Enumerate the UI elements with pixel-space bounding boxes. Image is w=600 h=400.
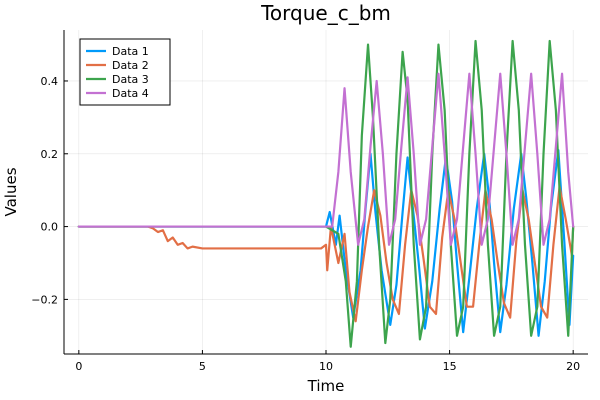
series-line-3 — [77, 39, 575, 348]
series-line-4 — [77, 72, 575, 246]
chart-title: Torque_c_bm — [260, 1, 391, 25]
legend-label: Data 2 — [112, 59, 149, 72]
series-line-2 — [77, 185, 575, 323]
y-tick-label: 0.4 — [41, 75, 59, 88]
y-tick-label: 0.2 — [41, 148, 59, 161]
y-axis-title: Values — [2, 167, 20, 216]
x-tick-label: 20 — [566, 360, 580, 373]
legend-label: Data 4 — [112, 87, 149, 100]
x-axis-ticks: 0 5 10 15 20 — [75, 350, 580, 373]
y-tick-label: −0.2 — [31, 293, 58, 306]
x-tick-label: 0 — [75, 360, 82, 373]
x-axis-title: Time — [307, 377, 345, 395]
x-tick-label: 10 — [319, 360, 333, 373]
y-tick-label: 0.0 — [41, 221, 59, 234]
x-tick-label: 15 — [443, 360, 457, 373]
y-axis-ticks: −0.2 0.0 0.2 0.4 — [31, 75, 68, 306]
legend-label: Data 3 — [112, 73, 149, 86]
series-layer — [77, 39, 575, 348]
x-tick-label: 5 — [199, 360, 206, 373]
legend-label: Data 1 — [112, 45, 149, 58]
